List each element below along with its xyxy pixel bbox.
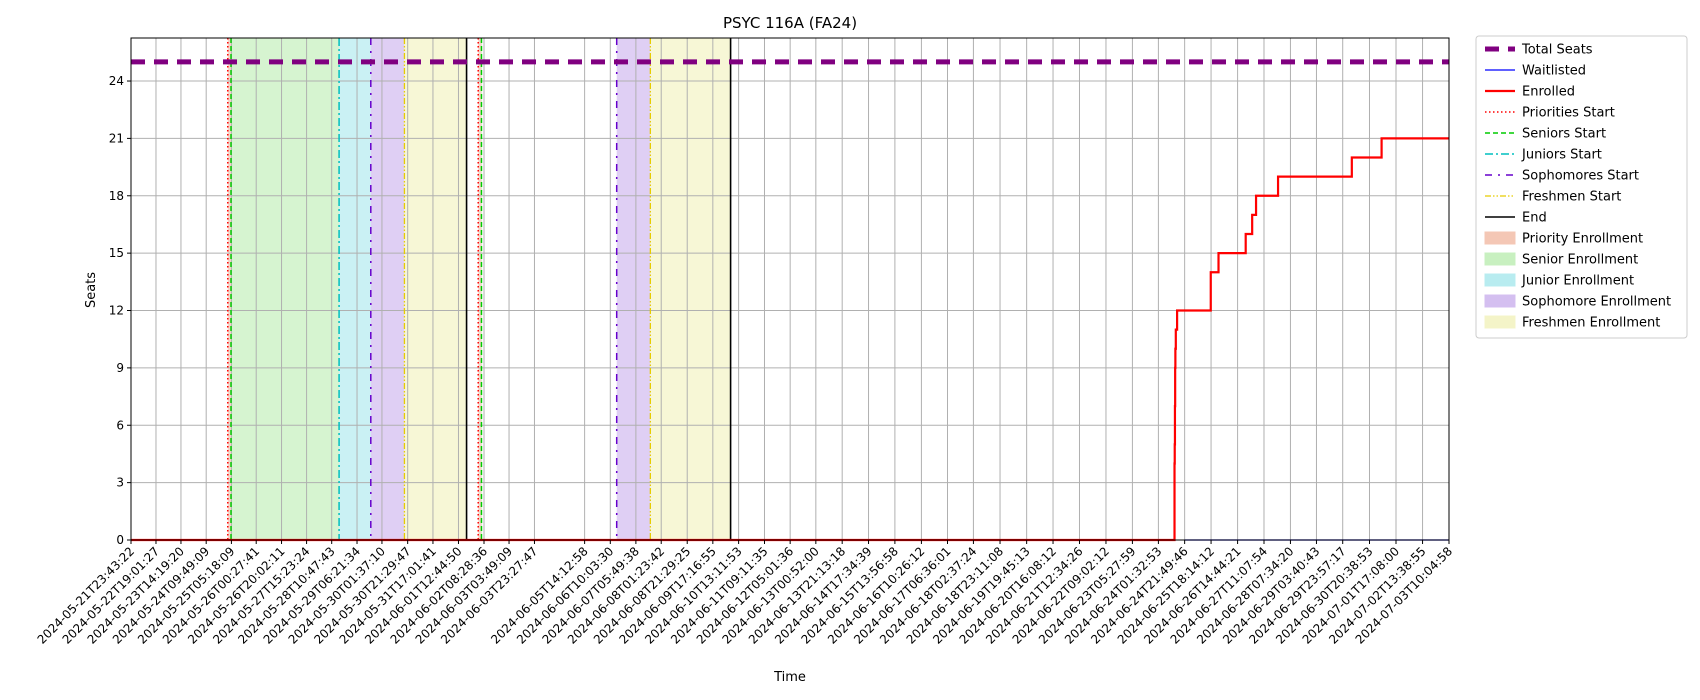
legend-swatch-10 bbox=[1484, 252, 1516, 266]
legend-label-12: Sophomore Enrollment bbox=[1522, 295, 1671, 310]
legend-swatch-11 bbox=[1484, 273, 1516, 287]
legend-label-8: End bbox=[1522, 211, 1547, 226]
y-tick-label-7: 21 bbox=[109, 131, 124, 145]
span-3-1 bbox=[616, 38, 651, 540]
span-4-0 bbox=[404, 38, 467, 540]
legend-label-6: Sophomores Start bbox=[1522, 169, 1639, 184]
legend-swatch-13 bbox=[1484, 315, 1516, 329]
span-0-1 bbox=[478, 38, 482, 540]
span-0-0 bbox=[227, 38, 232, 540]
y-tick-label-8: 24 bbox=[109, 74, 124, 88]
legend-label-13: Freshmen Enrollment bbox=[1522, 316, 1660, 331]
legend-swatch-12 bbox=[1484, 294, 1516, 308]
y-tick-label-0: 0 bbox=[116, 533, 124, 547]
y-tick-label-6: 18 bbox=[109, 189, 124, 203]
legend-swatch-9 bbox=[1484, 231, 1516, 245]
legend-label-0: Total Seats bbox=[1521, 43, 1593, 58]
legend-label-3: Priorities Start bbox=[1522, 106, 1615, 121]
y-tick-label-4: 12 bbox=[109, 304, 124, 318]
legend: Total Seats Waitlisted Enrolled Priorities … bbox=[1475, 35, 1688, 339]
y-axis-title: Seats bbox=[84, 272, 99, 308]
span-1-0 bbox=[231, 38, 340, 540]
x-axis-title: Time bbox=[773, 670, 806, 685]
legend-label-9: Priority Enrollment bbox=[1522, 232, 1643, 247]
series-line-2 bbox=[131, 137, 1449, 542]
span-3-0 bbox=[370, 38, 405, 540]
legend-label-4: Seniors Start bbox=[1522, 127, 1606, 142]
span-2-0 bbox=[339, 38, 371, 540]
legend-label-5: Juniors Start bbox=[1521, 148, 1602, 163]
legend-label-1: Waitlisted bbox=[1522, 64, 1586, 79]
y-tick-label-5: 15 bbox=[109, 246, 124, 260]
y-tick-label-1: 3 bbox=[116, 476, 124, 490]
y-tick-label-2: 6 bbox=[116, 418, 124, 432]
span-4-1 bbox=[650, 38, 731, 540]
legend-label-2: Enrolled bbox=[1522, 85, 1575, 100]
legend-box bbox=[1475, 35, 1688, 339]
chart-title: PSYC 116A (FA24) bbox=[723, 14, 857, 32]
legend-label-7: Freshmen Start bbox=[1522, 190, 1621, 205]
legend-label-11: Junior Enrollment bbox=[1521, 274, 1634, 289]
legend-label-10: Senior Enrollment bbox=[1522, 253, 1638, 268]
y-tick-label-3: 9 bbox=[116, 361, 124, 375]
